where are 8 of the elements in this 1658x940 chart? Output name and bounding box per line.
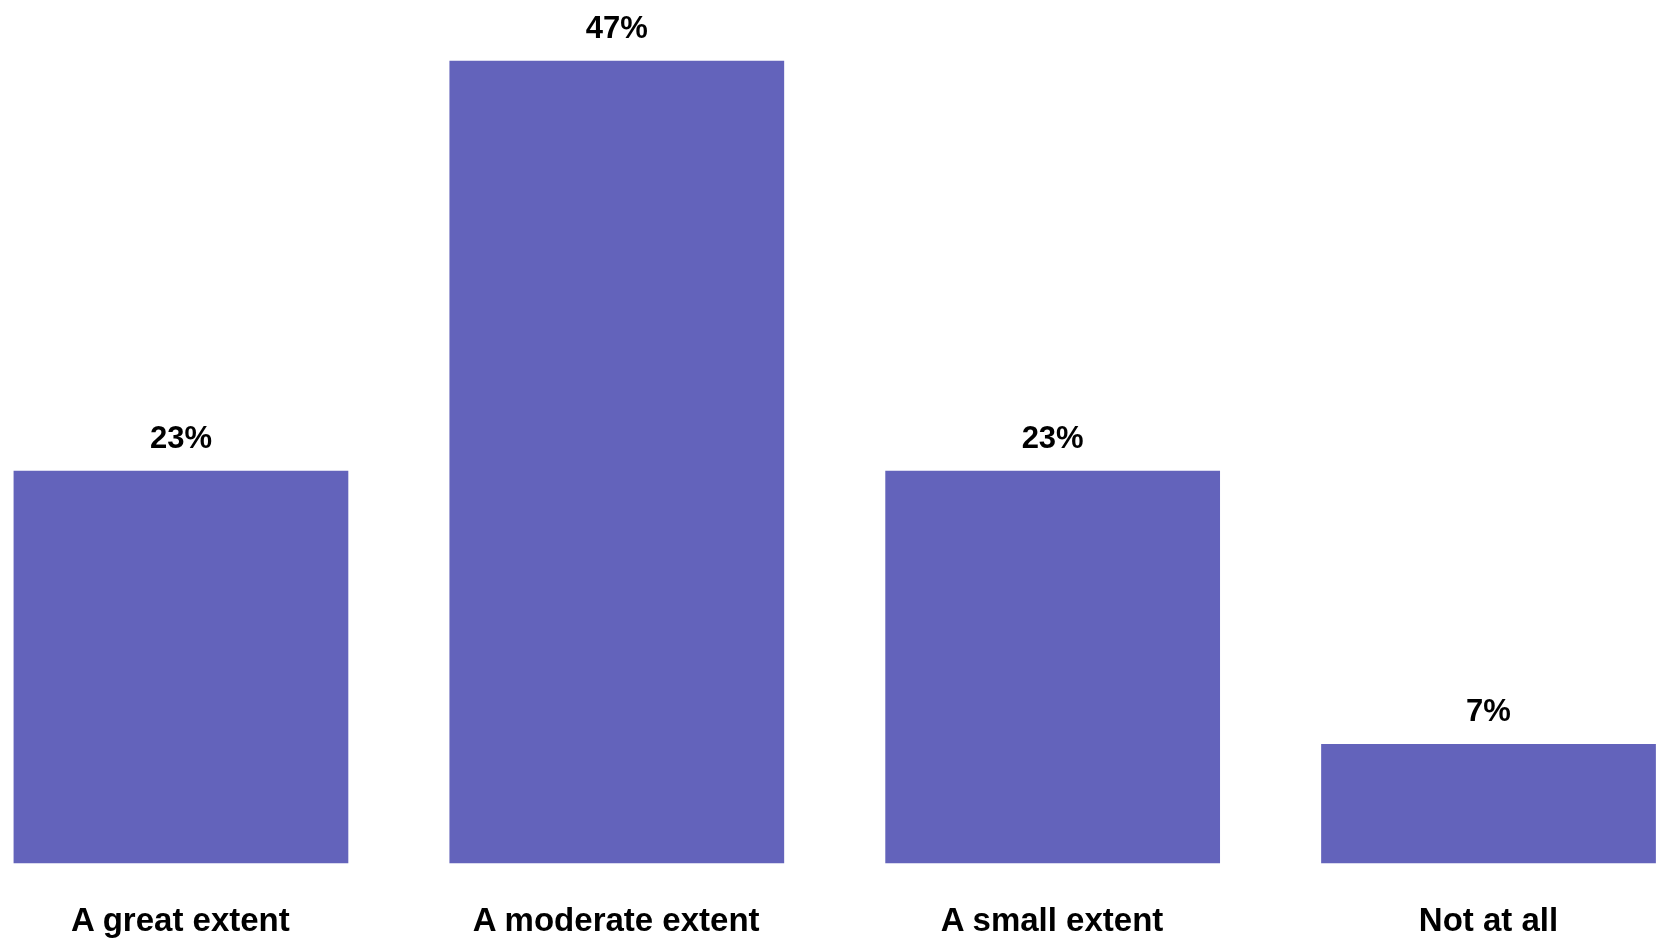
x-tick-label: Not at all (1418, 900, 1559, 938)
data-label: 7% (1466, 692, 1511, 728)
data-label: 23% (1021, 419, 1084, 455)
x-tick-label: A great extent (70, 900, 290, 938)
x-tick-label: A moderate extent (472, 900, 760, 938)
x-tick-label: A small extent (940, 900, 1164, 938)
data-label: 23% (149, 419, 212, 455)
data-label: 47% (585, 9, 648, 45)
